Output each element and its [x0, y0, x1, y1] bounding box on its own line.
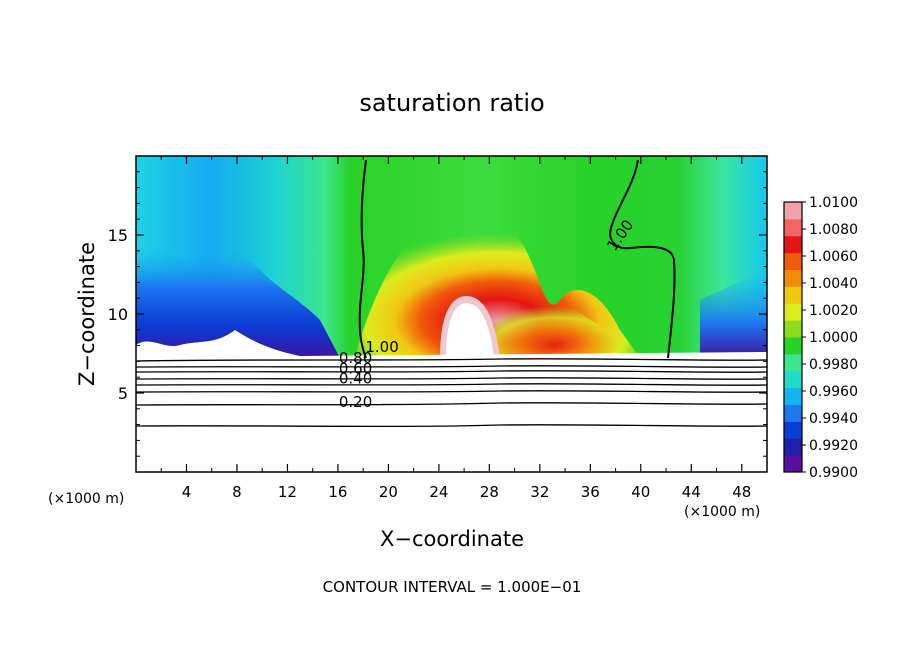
x-tick-label: 28: [480, 483, 499, 501]
contour-line-1.00-left: [358, 159, 367, 359]
x-tick-label: 44: [682, 483, 701, 501]
colorbar-swatch: [784, 202, 802, 220]
colorbar-label: 1.0020: [809, 303, 858, 319]
x-tick-label: 36: [581, 483, 600, 501]
colorbar: 0.9900 0.9920 0.9940 0.9960 0.9980 1.0000 1.00…: [783, 195, 858, 481]
y-tick-label: 10: [108, 305, 128, 324]
below-cloud-contours: [135, 358, 768, 428]
x-axis-ticks: 4 8 12 16 20 24 28 32 36 40 44 48: [160, 156, 751, 501]
x-tick-label: 40: [631, 483, 650, 501]
x-tick-label: 12: [278, 483, 297, 501]
colorbar-swatch: [784, 370, 802, 389]
colorbar-label: 0.9960: [809, 384, 858, 400]
contour-label: 0.20: [339, 393, 372, 411]
y-axis-ticks: 5 10 15: [108, 171, 767, 457]
x-tick-label: 16: [328, 483, 347, 501]
x-unit-label: (×1000 m): [684, 504, 760, 520]
y-axis-label: Z−coordinate: [75, 242, 99, 386]
y-tick-label: 5: [118, 384, 128, 403]
x-tick-label: 24: [429, 483, 448, 501]
x-tick-label: 48: [732, 483, 751, 501]
colorbar-swatch: [784, 455, 802, 473]
colorbar-swatch: [784, 353, 802, 372]
colorbar-label: 1.0080: [809, 222, 858, 238]
contour-label: 0.80: [339, 349, 372, 367]
contour-line-1.00-right: [609, 159, 676, 359]
colorbar-swatch: [784, 252, 802, 270]
colorbar-label: 1.0000: [809, 330, 858, 346]
contour-interval-note: CONTOUR INTERVAL = 1.000E−01: [323, 578, 582, 596]
colorbar-swatch: [784, 286, 802, 304]
contour-labels: 1.001.000.800.600.400.20: [339, 216, 637, 411]
colorbar-swatch: [784, 269, 802, 287]
colorbar-label: 1.0040: [809, 276, 858, 292]
heatmap-field: [136, 156, 767, 472]
contour-label: 0.60: [339, 359, 372, 377]
colorbar-swatch: [784, 387, 802, 405]
chart-title: saturation ratio: [359, 89, 544, 117]
colorbar-swatch: [784, 320, 802, 338]
contour-label: 1.00: [365, 338, 398, 356]
x-axis-label: X−coordinate: [380, 527, 524, 551]
y-unit-label: (×1000 m): [48, 491, 124, 507]
colorbar-swatch: [784, 218, 802, 237]
colorbar-swatch: [784, 337, 802, 355]
y-tick-label: 15: [108, 226, 128, 245]
x-tick-label: 32: [530, 483, 549, 501]
colorbar-swatch: [784, 303, 802, 321]
colorbar-swatch: [784, 404, 802, 422]
colorbar-label: 1.0060: [809, 249, 858, 265]
colorbar-swatch: [784, 421, 802, 439]
x-tick-label: 8: [232, 483, 242, 501]
colorbar-label: 0.9980: [809, 357, 858, 373]
x-tick-label: 4: [182, 483, 192, 501]
colorbar-label: 0.9900: [809, 465, 858, 481]
colorbar-label: 0.9940: [809, 411, 858, 427]
x-tick-label: 20: [379, 483, 398, 501]
contour-label: 0.40: [339, 370, 372, 388]
colorbar-swatch: [784, 438, 802, 456]
colorbar-swatch: [784, 235, 802, 254]
colorbar-label: 1.0100: [809, 195, 858, 211]
colorbar-label: 0.9920: [809, 438, 858, 454]
